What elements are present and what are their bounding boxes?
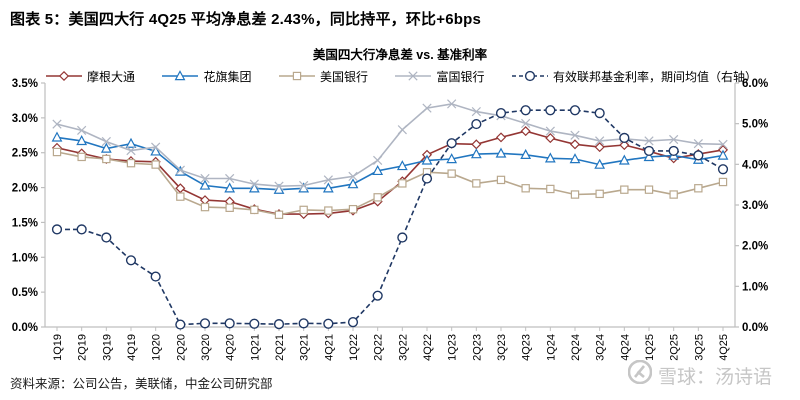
diamond-legend-marker-icon bbox=[46, 70, 82, 82]
x-axis-tick-label: 3Q20 bbox=[200, 334, 212, 361]
x-axis-tick-label: 4Q19 bbox=[126, 334, 138, 361]
xueqiu-logo-icon bbox=[627, 359, 653, 390]
triangle-legend-marker-icon bbox=[162, 70, 199, 81]
right-axis-tick-label: 3.0% bbox=[742, 200, 768, 212]
x-axis-tick-label: 2Q24 bbox=[570, 334, 582, 361]
x-axis-tick-label: 2Q19 bbox=[77, 334, 89, 361]
x-axis-tick-label: 1Q20 bbox=[151, 334, 163, 361]
legend-item-0: 摩根大通 bbox=[45, 68, 135, 85]
x-axis-tick-label: 4Q23 bbox=[521, 334, 533, 361]
legend-item-4: 有效联邦基金利率，期间均值（右轴） bbox=[511, 68, 757, 85]
x-axis-tick-label: 2Q20 bbox=[175, 334, 187, 361]
legend-item-2: 美国银行 bbox=[278, 68, 368, 85]
left-axis-tick-label: 0.0% bbox=[12, 322, 38, 334]
x-axis-tick-label: 3Q23 bbox=[496, 334, 508, 361]
left-axis-tick-label: 2.0% bbox=[12, 183, 38, 195]
left-axis-tick-label: 2.5% bbox=[12, 148, 38, 160]
legend-label: 摩根大通 bbox=[87, 69, 136, 84]
left-axis-tick-label: 1.5% bbox=[12, 217, 38, 229]
x-axis-tick-label: 4Q22 bbox=[422, 334, 434, 361]
circle-legend-marker-icon bbox=[511, 70, 548, 82]
x-axis-tick-label: 2Q21 bbox=[274, 334, 286, 361]
right-axis-tick-label: 2.0% bbox=[742, 241, 768, 253]
right-axis-tick-label: 6.0% bbox=[742, 78, 768, 90]
x-axis-tick-label: 4Q25 bbox=[718, 334, 730, 361]
x-axis-tick-label: 1Q22 bbox=[348, 334, 360, 361]
watermark-text: 雪球：汤诗语 bbox=[657, 366, 772, 388]
square-legend-marker-icon bbox=[278, 71, 315, 81]
series-有效联邦基金利率，期间均值（右轴） bbox=[51, 105, 729, 330]
x-axis-tick-label: 3Q25 bbox=[693, 334, 705, 361]
right-axis-tick-label: 5.0% bbox=[742, 119, 768, 131]
x-axis-tick-label: 1Q21 bbox=[249, 334, 261, 361]
x-axis-tick-label: 1Q24 bbox=[545, 334, 557, 361]
x-axis-tick-label: 2Q22 bbox=[373, 334, 385, 361]
legend-label: 富国银行 bbox=[436, 69, 485, 84]
left-axis-tick-label: 3.5% bbox=[12, 78, 38, 90]
legend-label: 花旗集团 bbox=[203, 69, 252, 84]
right-axis-tick-label: 1.0% bbox=[742, 281, 768, 293]
x-axis-tick-label: 3Q24 bbox=[595, 334, 607, 361]
x-axis-tick-label: 4Q20 bbox=[225, 334, 237, 361]
x-axis-tick-label: 2Q25 bbox=[669, 334, 681, 361]
legend-item-3: 富国银行 bbox=[394, 68, 484, 85]
right-axis-tick-label: 4.0% bbox=[742, 159, 768, 171]
left-axis-tick-label: 1.0% bbox=[12, 252, 38, 264]
watermark: 雪球：汤诗语 bbox=[623, 359, 772, 390]
x-axis-tick-label: 1Q19 bbox=[52, 334, 64, 361]
x-axis-tick-label: 3Q22 bbox=[397, 334, 409, 361]
legend-label: 美国银行 bbox=[319, 69, 368, 84]
x-axis-tick-label: 1Q25 bbox=[644, 334, 656, 361]
x-axis-tick-label: 3Q19 bbox=[101, 334, 113, 361]
legend-label: 有效联邦基金利率，期间均值（右轴） bbox=[552, 69, 757, 84]
x-axis-tick-label: 2Q23 bbox=[471, 334, 483, 361]
x-axis-tick-label: 4Q21 bbox=[323, 334, 335, 361]
left-axis-tick-label: 3.0% bbox=[12, 113, 38, 125]
chart-title: 美国四大行净息差 vs. 基准利率 bbox=[312, 48, 488, 62]
x-axis-tick-label: 3Q21 bbox=[299, 334, 311, 361]
x-axis-tick-label: 4Q24 bbox=[619, 334, 631, 361]
series-美国银行 bbox=[52, 147, 728, 219]
page-title: 图表 5：美国四大行 4Q25 平均净息差 2.43%，同比持平，环比+6bps bbox=[10, 11, 482, 28]
source-note: 资料来源：公司公告，美联储，中金公司研究部 bbox=[10, 377, 273, 391]
legend-item-1: 花旗集团 bbox=[161, 68, 252, 85]
series-富国银行 bbox=[52, 99, 728, 191]
xmark-legend-marker-icon bbox=[395, 71, 432, 81]
right-axis-tick-label: 0.0% bbox=[742, 322, 768, 334]
chart-legend: 摩根大通 花旗集团 美国银行 富国银行 有效联邦基金利率，期间均值（右轴） bbox=[45, 68, 757, 84]
left-axis-tick-label: 0.5% bbox=[12, 287, 38, 299]
x-axis-tick-label: 1Q23 bbox=[447, 334, 459, 361]
